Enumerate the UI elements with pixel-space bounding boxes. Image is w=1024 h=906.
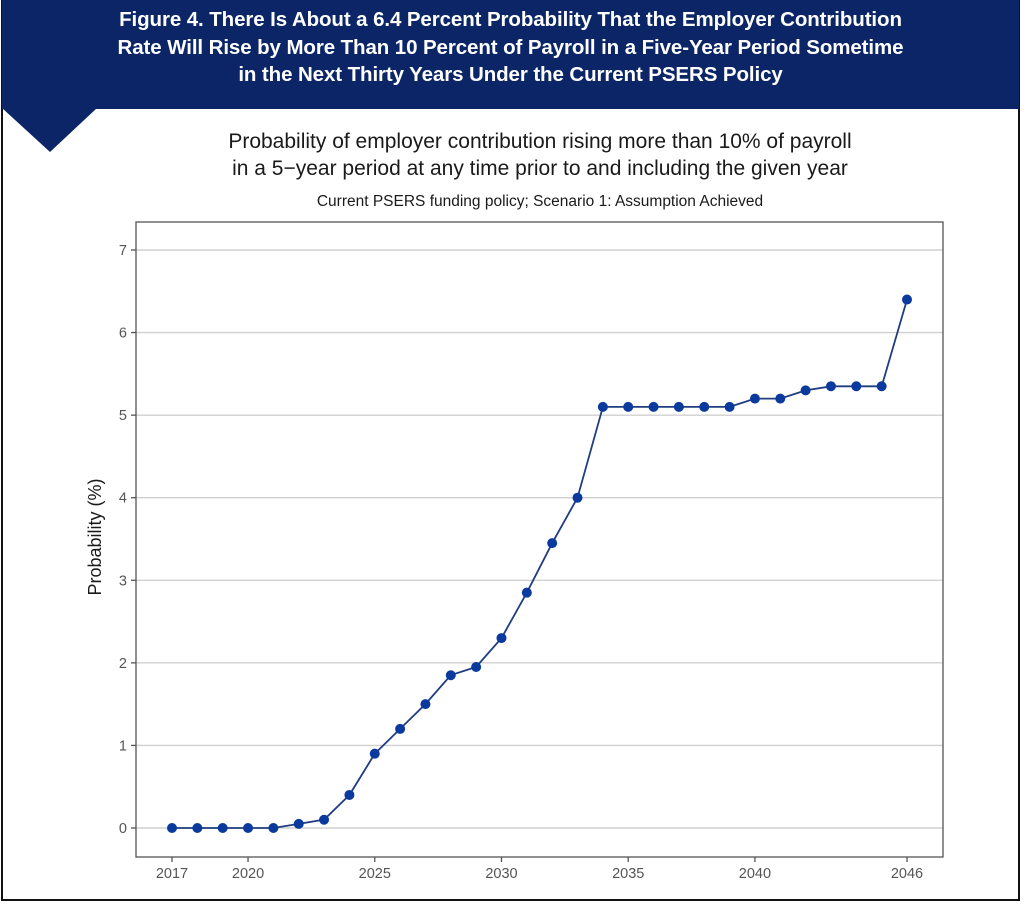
data-point <box>496 633 507 644</box>
data-point <box>547 538 558 549</box>
y-tick-label: 7 <box>119 243 127 259</box>
y-tick-label: 1 <box>119 738 127 754</box>
series-line <box>172 299 908 829</box>
plot-panel-border <box>135 221 944 858</box>
data-point <box>825 381 836 392</box>
data-point <box>648 401 659 412</box>
y-tick-label: 0 <box>119 821 127 837</box>
data-point <box>749 393 760 404</box>
data-point <box>420 699 431 710</box>
data-point <box>293 818 304 829</box>
y-tick-label: 3 <box>119 573 127 589</box>
data-point <box>623 401 634 412</box>
y-tick-label: 6 <box>119 326 127 342</box>
data-point <box>243 823 254 833</box>
data-point <box>319 814 330 825</box>
data-point <box>572 492 583 503</box>
y-axis: 0 1 2 3 4 5 6 7 <box>119 243 136 837</box>
data-point <box>167 823 177 833</box>
data-point <box>800 385 811 396</box>
y-axis-title: Probability (%) <box>85 478 105 595</box>
x-tick-label: 2030 <box>485 866 517 882</box>
chart-title-line-2: in a 5−year period at any time prior to … <box>232 157 848 180</box>
data-point <box>471 661 482 672</box>
gridlines <box>136 249 943 829</box>
data-point <box>876 381 887 392</box>
figure-banner: Figure 4. There Is About a 6.4 Percent P… <box>2 0 1019 109</box>
data-point <box>344 789 355 800</box>
x-axis: 2017 2020 2025 2030 2035 2040 2046 <box>156 857 923 882</box>
x-tick-label: 2035 <box>612 866 644 882</box>
banner-title-line-1: Figure 4. There Is About a 6.4 Percent P… <box>119 8 902 31</box>
data-point <box>445 670 456 681</box>
data-point <box>851 381 862 392</box>
data-point <box>775 393 786 404</box>
data-point <box>597 401 608 412</box>
y-tick-label: 2 <box>119 656 127 672</box>
banner-title-line-2: Rate Will Rise by More Than 10 Percent o… <box>117 35 904 59</box>
x-tick-label: 2020 <box>232 866 264 882</box>
x-tick-label: 2017 <box>156 866 188 882</box>
data-point <box>699 401 710 412</box>
data-point <box>724 401 735 412</box>
x-tick-label: 2025 <box>359 866 391 882</box>
banner-title-line-3: in the Next Thirty Years Under the Curre… <box>238 63 783 86</box>
data-point <box>902 294 912 305</box>
data-point <box>217 823 228 833</box>
data-point <box>369 748 380 759</box>
x-tick-label: 2040 <box>739 866 771 882</box>
chart-subtitle: Current PSERS funding policy; Scenario 1… <box>317 193 763 210</box>
data-point <box>521 587 532 598</box>
data-point <box>395 723 406 734</box>
y-tick-label: 4 <box>119 491 127 507</box>
data-point <box>192 823 203 833</box>
x-tick-label: 2046 <box>891 866 923 882</box>
y-tick-label: 5 <box>119 408 127 424</box>
data-series <box>167 294 912 833</box>
banner-pointer-icon <box>2 108 97 152</box>
data-point <box>268 823 279 833</box>
data-point <box>673 401 684 412</box>
chart-title-line-1: Probability of employer contribution ris… <box>228 130 851 153</box>
